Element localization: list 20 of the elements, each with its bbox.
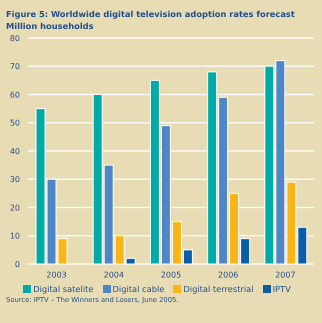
legend-label: IPTV [272,284,291,294]
y-tick-label: 50 [10,118,20,128]
x-tick-label: 2003 [46,270,67,280]
legend-label: Digital terrestrial [182,284,254,294]
x-tick-label: 2007 [275,270,296,280]
y-tick-label: 20 [10,203,20,212]
y-tick-label: 10 [10,232,20,241]
y-axis-title: Million households [5,20,95,32]
y-tick-label: 70 [10,62,20,72]
x-tick-label: 2005 [160,270,182,280]
y-tick-label: 60 [10,90,20,100]
y-tick-label: 0 [14,260,20,269]
legend-label: Digital satelite [32,284,94,294]
x-tick-label: 2006 [218,270,238,280]
legend-label: Digital cable [112,284,164,294]
y-tick-label: 40 [10,146,20,156]
chart-title: Figure 5: Worldwide digital television adoption rates forecast [5,8,296,20]
y-tick-label: 80 [10,34,20,43]
y-tick-label: 30 [10,175,20,184]
x-tick-label: 2004 [104,270,124,280]
